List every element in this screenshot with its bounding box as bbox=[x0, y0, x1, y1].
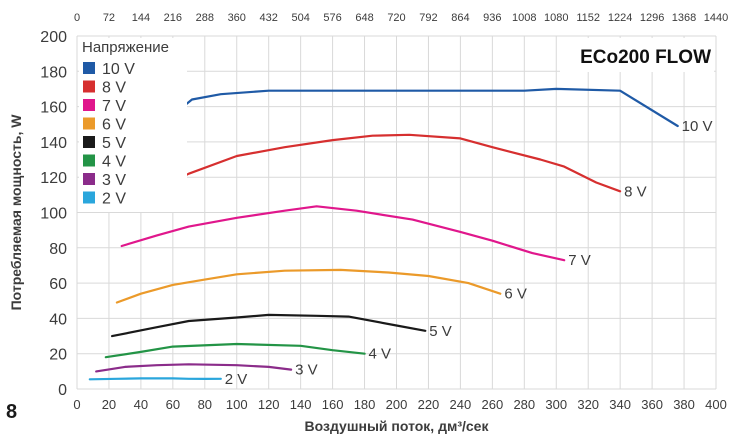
x-top-tick-label: 1224 bbox=[608, 12, 632, 24]
y-tick-label: 0 bbox=[58, 382, 67, 399]
x-top-tick-label: 792 bbox=[419, 12, 437, 24]
series-end-label: 2 V bbox=[225, 371, 248, 388]
series-end-label: 7 V bbox=[568, 252, 591, 269]
x-tick-label: 260 bbox=[481, 397, 503, 412]
legend-swatch bbox=[83, 80, 95, 93]
legend-entry-label: 10 V bbox=[102, 61, 135, 78]
legend-entry-label: 4 V bbox=[102, 154, 126, 171]
x-top-tick-label: 1440 bbox=[704, 12, 728, 24]
x-tick-label: 180 bbox=[354, 397, 376, 412]
legend-swatch bbox=[83, 154, 95, 167]
x-tick-label: 60 bbox=[166, 397, 180, 412]
x-tick-label: 240 bbox=[450, 397, 472, 412]
x-tick-label: 40 bbox=[134, 397, 148, 412]
chart-title: ECo200 FLOW bbox=[580, 47, 711, 68]
x-top-tick-label: 144 bbox=[132, 12, 150, 24]
y-tick-label: 140 bbox=[40, 135, 67, 152]
y-tick-label: 160 bbox=[40, 100, 67, 117]
y-tick-label: 200 bbox=[40, 29, 67, 46]
legend-swatch bbox=[83, 173, 95, 185]
x-tick-label: 100 bbox=[226, 397, 248, 412]
x-tick-label: 380 bbox=[673, 397, 695, 412]
series-end-label: 4 V bbox=[369, 346, 392, 363]
x-top-tick-label: 648 bbox=[355, 12, 373, 24]
y-tick-label: 80 bbox=[49, 241, 67, 258]
x-tick-label: 220 bbox=[418, 397, 440, 412]
legend-entry-label: 2 V bbox=[102, 191, 126, 208]
legend-swatch bbox=[83, 99, 95, 111]
x-top-tick-label: 864 bbox=[451, 12, 469, 24]
series-end-label: 3 V bbox=[295, 362, 318, 379]
legend-title: Напряжение bbox=[82, 39, 169, 56]
x-tick-label: 320 bbox=[577, 397, 599, 412]
legend-entry-label: 5 V bbox=[102, 135, 126, 152]
x-tick-label: 200 bbox=[386, 397, 408, 412]
x-top-tick-label: 288 bbox=[196, 12, 214, 24]
y-tick-label: 40 bbox=[49, 311, 67, 328]
series-end-label: 5 V bbox=[429, 323, 452, 340]
x-tick-label: 360 bbox=[641, 397, 663, 412]
x-top-tick-label: 1368 bbox=[672, 12, 696, 24]
series-line-2v bbox=[88, 377, 222, 381]
x-top-tick-label: 1152 bbox=[576, 12, 600, 24]
series-end-label: 6 V bbox=[504, 286, 527, 303]
legend-swatch bbox=[83, 191, 95, 204]
x-top-tick-label: 1008 bbox=[512, 12, 536, 24]
y-tick-label: 180 bbox=[40, 64, 67, 81]
y-tick-label: 100 bbox=[40, 206, 67, 223]
x-top-tick-label: 216 bbox=[164, 12, 182, 24]
series-end-label: 10 V bbox=[682, 118, 713, 135]
legend-entry-label: 6 V bbox=[102, 117, 126, 134]
x-tick-label: 0 bbox=[73, 397, 80, 412]
title-box: ECo200 FLOW bbox=[560, 38, 714, 72]
legend-entry-label: 3 V bbox=[102, 172, 126, 189]
legend-entry-label: 7 V bbox=[102, 98, 126, 115]
series-line-10v bbox=[135, 87, 679, 156]
grid bbox=[76, 35, 717, 390]
x-top-tick-label: 936 bbox=[483, 12, 501, 24]
x-tick-label: 120 bbox=[258, 397, 280, 412]
series-line-3v bbox=[95, 363, 293, 373]
x-tick-label: 140 bbox=[290, 397, 312, 412]
x-tick-label: 400 bbox=[705, 397, 727, 412]
x-top-tick-label: 504 bbox=[291, 12, 309, 24]
x-top-tick-label: 1296 bbox=[640, 12, 664, 24]
legend-background bbox=[79, 38, 187, 212]
series-line-8v bbox=[135, 133, 622, 203]
x-top-tick-label: 432 bbox=[260, 12, 278, 24]
y-tick-label: 120 bbox=[40, 170, 67, 187]
x-tick-label: 160 bbox=[322, 397, 344, 412]
x-top-tick-label: 1080 bbox=[544, 12, 568, 24]
x-top-tick-label: 576 bbox=[323, 12, 341, 24]
x-tick-label: 20 bbox=[102, 397, 116, 412]
page-number: 8 bbox=[6, 401, 18, 423]
series-line-5v bbox=[111, 313, 427, 338]
legend-swatch bbox=[83, 136, 95, 148]
x-top-tick-label: 360 bbox=[228, 12, 246, 24]
series-line-7v bbox=[120, 205, 566, 262]
title-background bbox=[560, 38, 714, 72]
legend-swatch bbox=[83, 117, 95, 130]
series-line-6v bbox=[115, 268, 502, 304]
y-axis-title: Потребляемая мощность, W bbox=[8, 114, 24, 311]
x-top-tick-label: 720 bbox=[387, 12, 405, 24]
x-axis-title: Воздушный поток, дм³/сек bbox=[305, 418, 490, 434]
legend-swatch bbox=[83, 62, 95, 74]
legend-entry-label: 8 V bbox=[102, 80, 126, 97]
legend: Напряжение 10 V 8 V7 V 6 V5 V 4 V3 V 2 V bbox=[79, 38, 187, 212]
y-tick-label: 20 bbox=[49, 347, 67, 364]
x-tick-label: 300 bbox=[545, 397, 567, 412]
x-tick-label: 340 bbox=[609, 397, 631, 412]
y-tick-label: 60 bbox=[49, 276, 67, 293]
x-top-tick-label: 0 bbox=[74, 12, 80, 24]
series-line-4v bbox=[104, 342, 366, 359]
series-end-label: 8 V bbox=[624, 183, 647, 200]
x-top-tick-label: 72 bbox=[103, 12, 115, 24]
x-tick-label: 80 bbox=[198, 397, 212, 412]
x-tick-label: 280 bbox=[513, 397, 535, 412]
